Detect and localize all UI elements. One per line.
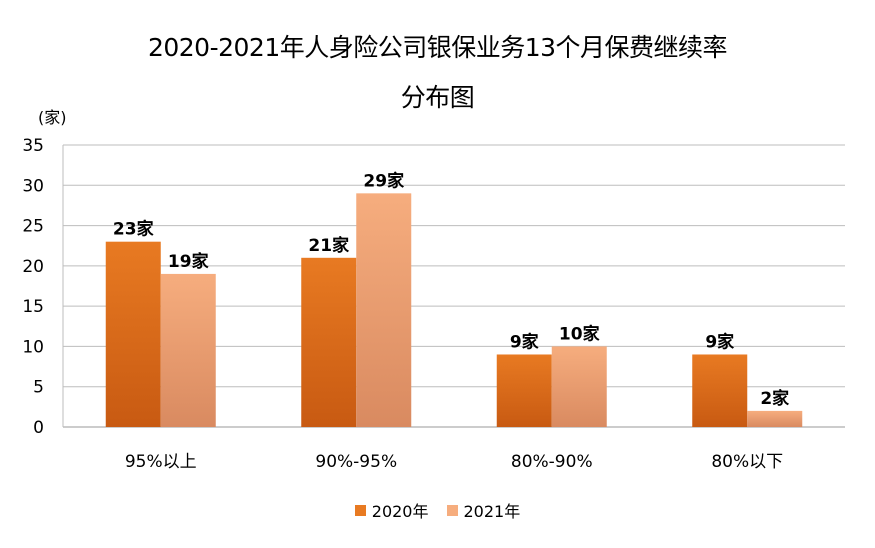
- bar-2020: [301, 257, 357, 427]
- y-tick-label: 30: [22, 176, 44, 196]
- data-label: 21家: [308, 235, 349, 256]
- bar-2020: [692, 354, 748, 427]
- legend-swatch-2020: [354, 504, 366, 516]
- chart-subtitle: 分布图: [400, 83, 475, 112]
- chart-title: 2020-2021年人身险公司银保业务13个月保费继续率: [147, 33, 728, 62]
- legend-item-2020: 2020年: [354, 498, 429, 522]
- y-tick-label: 0: [33, 418, 44, 438]
- legend-label-2020: 2020年: [371, 502, 429, 521]
- data-label: 10家: [559, 323, 600, 344]
- data-labels: 23家 19家 21家 29家 9家 10家 9家 2家: [113, 170, 789, 409]
- bar-2020: [105, 241, 161, 427]
- data-label: 9家: [510, 331, 539, 352]
- bar-2021: [551, 346, 607, 427]
- x-tick-label: 80%-90%: [511, 452, 593, 472]
- y-axis-unit-label: (家): [38, 108, 67, 127]
- y-tick-label: 35: [22, 136, 44, 156]
- legend-item-2021: 2021年: [446, 498, 521, 522]
- x-axis-ticks: 95%以上 90%-95% 80%-90% 80%以下: [125, 452, 783, 472]
- bar-2021: [160, 273, 216, 427]
- data-label: 19家: [168, 251, 209, 272]
- y-tick-label: 20: [22, 257, 44, 277]
- data-label: 29家: [363, 170, 404, 191]
- legend-swatch-2021: [446, 504, 458, 516]
- bar-2021: [747, 410, 803, 427]
- legend-label-2021: 2021年: [463, 502, 521, 521]
- data-label: 9家: [705, 331, 734, 352]
- y-axis-ticks: 0 5 10 15 20 25 30 35: [22, 136, 44, 438]
- bar-2021: [356, 193, 412, 427]
- y-tick-label: 15: [22, 297, 44, 317]
- legend: 2020年 2021年: [0, 498, 875, 522]
- y-tick-label: 10: [22, 337, 44, 357]
- data-label: 2家: [760, 388, 789, 409]
- x-tick-label: 95%以上: [125, 452, 197, 472]
- x-tick-label: 80%以下: [711, 452, 783, 472]
- bar-2020: [496, 354, 552, 427]
- data-label: 23家: [113, 219, 154, 240]
- x-tick-label: 90%-95%: [315, 452, 397, 472]
- y-tick-label: 5: [33, 378, 44, 398]
- bars: [105, 193, 803, 427]
- y-tick-label: 25: [22, 217, 44, 237]
